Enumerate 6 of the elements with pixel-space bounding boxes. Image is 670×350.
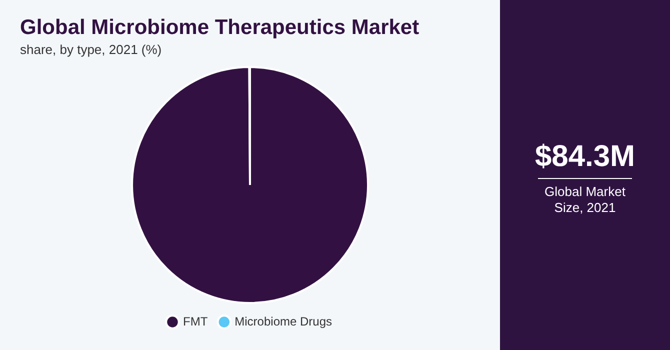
chart-subtitle: share, by type, 2021 (%) (20, 42, 162, 57)
text: Global Market Size, 2021 (544, 184, 626, 216)
text: $84.3M (534, 140, 636, 174)
chart-title: Global Microbiome Therapeutics Market (20, 16, 420, 40)
legend-label: Microbiome Drugs (234, 314, 332, 328)
legend-label: FMT (182, 314, 208, 328)
